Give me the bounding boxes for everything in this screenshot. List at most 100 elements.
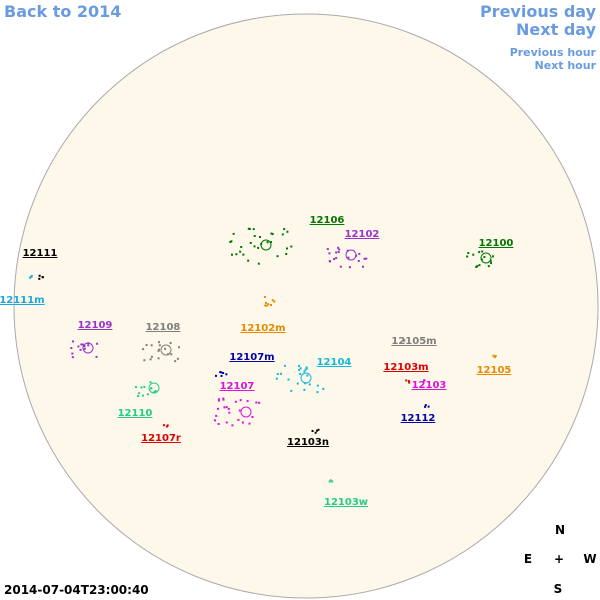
spot xyxy=(253,235,256,238)
spot xyxy=(217,422,220,425)
spot xyxy=(467,251,470,254)
spot xyxy=(162,424,165,427)
spot xyxy=(303,388,306,391)
spot xyxy=(489,259,492,262)
spot xyxy=(311,429,314,432)
spot xyxy=(219,371,222,374)
spot xyxy=(328,252,331,255)
spot xyxy=(150,387,153,390)
region-label: 12106 xyxy=(310,215,345,226)
compass-center: + xyxy=(554,552,564,566)
spot xyxy=(257,246,260,249)
spot xyxy=(314,431,317,434)
spot xyxy=(220,371,223,374)
spot xyxy=(230,240,233,243)
spot xyxy=(478,251,481,254)
spot xyxy=(490,262,493,265)
next-day-link[interactable]: Next day xyxy=(516,20,597,39)
spot xyxy=(494,355,497,358)
spot xyxy=(232,232,235,235)
spot xyxy=(337,246,340,249)
spot xyxy=(239,250,242,253)
spot xyxy=(170,353,173,356)
spot xyxy=(158,341,161,344)
region-label: 12109 xyxy=(78,320,113,331)
spot xyxy=(240,245,243,248)
spot xyxy=(493,356,496,359)
spot xyxy=(326,248,329,251)
spot xyxy=(466,255,469,258)
spot xyxy=(174,360,177,363)
compass-w: W xyxy=(583,552,596,566)
spot xyxy=(316,384,319,387)
spot xyxy=(283,364,286,367)
spot xyxy=(299,372,302,375)
spot xyxy=(242,253,245,256)
spot xyxy=(235,253,238,256)
region-label: 12107r xyxy=(141,433,181,444)
spot xyxy=(492,354,495,357)
previous-day-link[interactable]: Previous day xyxy=(480,2,597,21)
spot xyxy=(134,385,137,388)
spot xyxy=(249,242,252,245)
spot xyxy=(231,424,234,427)
region-label: 12105 xyxy=(477,365,512,376)
spot xyxy=(227,407,230,410)
region-label: 12102 xyxy=(345,229,380,240)
spot xyxy=(138,392,141,395)
spot xyxy=(176,357,179,360)
spot xyxy=(328,260,331,263)
spot xyxy=(241,421,244,424)
spot xyxy=(286,247,289,250)
region-label: 12102m xyxy=(240,323,285,334)
compass-s: S xyxy=(554,582,563,596)
spot-outline xyxy=(148,382,160,394)
region-label: 12111m xyxy=(0,295,45,306)
spot xyxy=(217,398,220,401)
spot xyxy=(265,304,268,307)
spot xyxy=(487,265,490,268)
spot xyxy=(316,391,319,394)
spot xyxy=(166,424,169,427)
spot xyxy=(306,374,309,377)
spot xyxy=(178,346,181,349)
spot xyxy=(150,344,153,347)
spot xyxy=(157,349,160,352)
spot xyxy=(157,357,160,360)
spot xyxy=(365,257,368,260)
spot xyxy=(70,347,73,350)
region-label: 12112 xyxy=(401,413,436,424)
spot xyxy=(357,259,360,262)
spot xyxy=(290,389,293,392)
spot xyxy=(255,401,258,404)
spot xyxy=(83,345,86,348)
spot xyxy=(142,348,145,351)
spot xyxy=(71,352,74,355)
spot xyxy=(347,256,350,259)
spot xyxy=(348,266,351,269)
spot xyxy=(143,385,146,388)
back-link[interactable]: Back to 2014 xyxy=(4,2,121,21)
spot xyxy=(79,348,82,351)
previous-hour-link[interactable]: Previous hour xyxy=(510,46,597,59)
spot xyxy=(308,383,311,386)
spot xyxy=(280,372,283,375)
region-label: 12105m xyxy=(391,336,436,347)
spot xyxy=(158,344,161,347)
spot xyxy=(303,370,306,373)
spot xyxy=(258,236,261,239)
spot xyxy=(252,228,255,231)
spot xyxy=(152,391,155,394)
next-hour-link[interactable]: Next hour xyxy=(535,59,597,72)
region-label: 12104 xyxy=(317,357,352,368)
spot xyxy=(29,276,32,279)
spot xyxy=(247,227,250,230)
spot xyxy=(405,379,408,382)
spot xyxy=(214,374,217,377)
spot xyxy=(331,480,334,483)
spot xyxy=(72,340,75,343)
spot xyxy=(77,345,80,348)
solar-disk xyxy=(13,13,599,599)
spot xyxy=(424,405,427,408)
spot xyxy=(225,406,228,409)
